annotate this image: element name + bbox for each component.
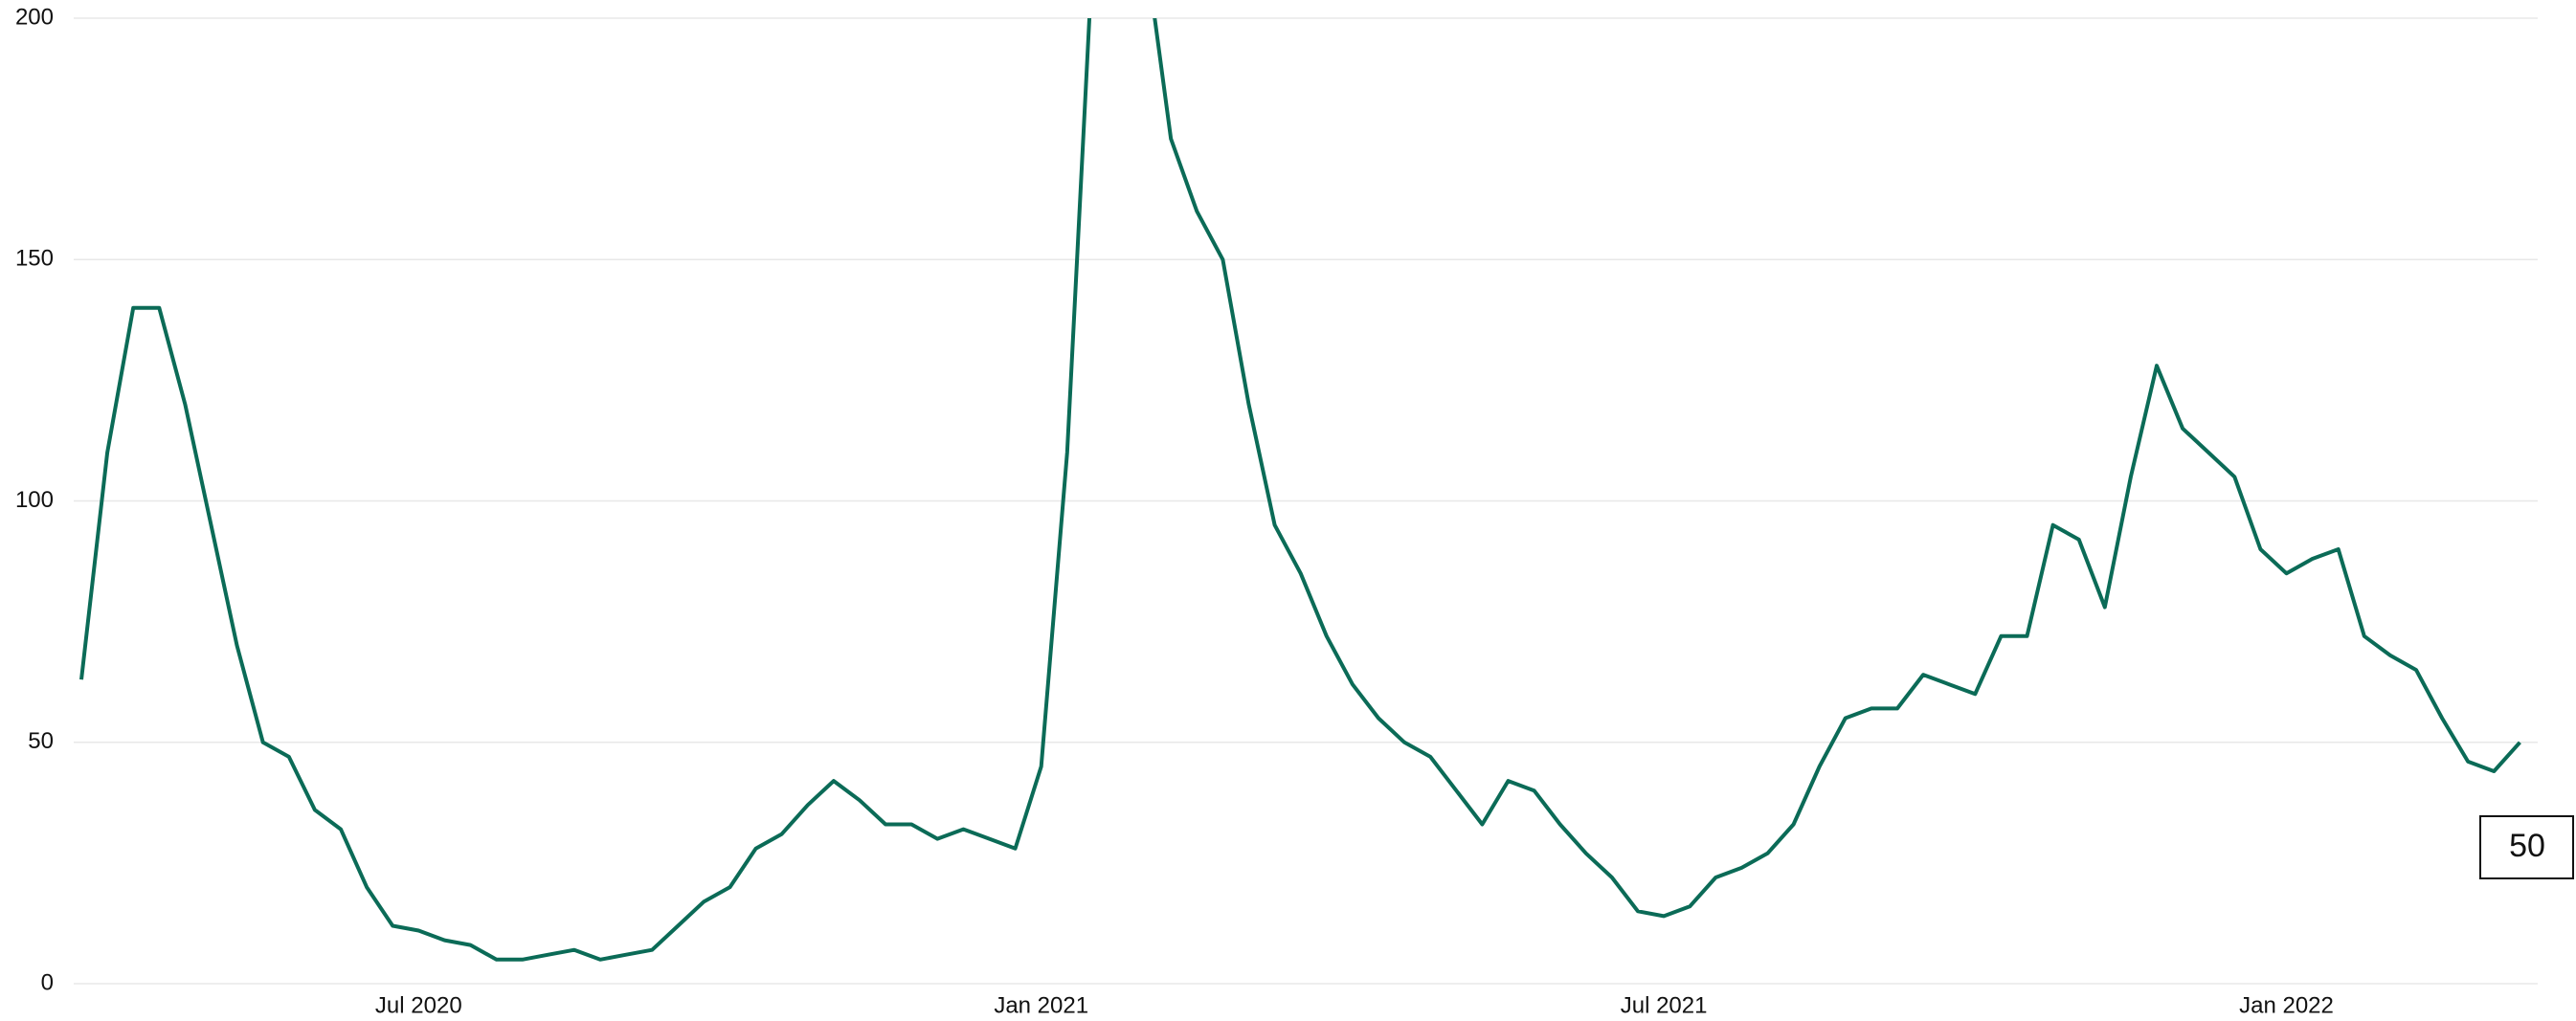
y-tick-label: 100 — [15, 487, 54, 513]
end-value-label: 50 — [2509, 828, 2545, 864]
end-label-box — [2479, 815, 2574, 879]
x-tick-label: Jan 2022 — [2239, 992, 2334, 1018]
y-tick-label: 200 — [15, 4, 54, 30]
y-tick-label: 150 — [15, 246, 54, 272]
x-tick-label: Jan 2021 — [994, 992, 1088, 1018]
x-tick-label: Jul 2020 — [375, 992, 462, 1018]
x-tick-label: Jul 2021 — [1621, 992, 1708, 1018]
data-line — [79, 18, 2521, 962]
y-tick-label: 50 — [28, 728, 54, 754]
y-tick-label: 0 — [41, 969, 54, 995]
